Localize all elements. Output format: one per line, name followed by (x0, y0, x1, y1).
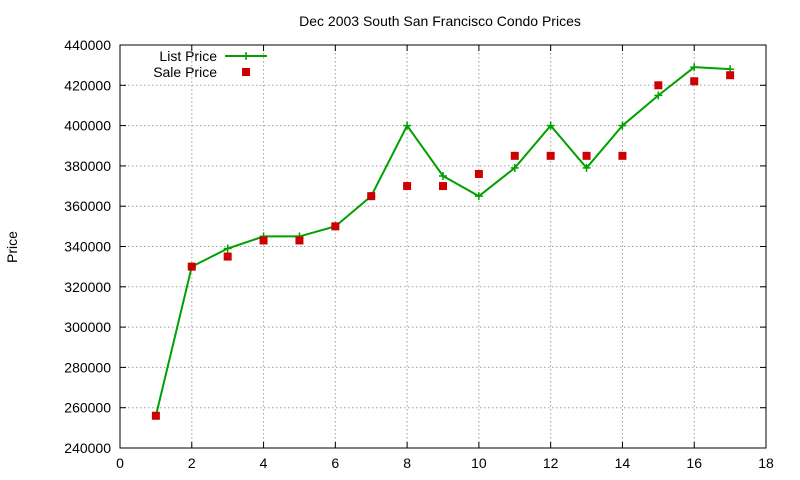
grid (120, 45, 766, 448)
sale-price-point (726, 71, 735, 80)
list-price-point (582, 163, 591, 172)
list-price-point (223, 244, 232, 253)
legend-marker (242, 68, 250, 76)
sale-price-point (654, 81, 663, 90)
y-tick-label: 420000 (64, 77, 111, 93)
y-tick-label: 240000 (64, 440, 111, 456)
sale-price-point (403, 182, 412, 191)
y-tick-label: 260000 (64, 400, 111, 416)
x-tick-label: 0 (116, 455, 124, 471)
sale-price-point (582, 151, 591, 160)
sale-price-point (510, 151, 519, 160)
list-price-point (654, 91, 663, 100)
sale-price-point (187, 262, 196, 271)
x-tick-label: 8 (403, 455, 411, 471)
x-tick-label: 16 (686, 455, 702, 471)
sale-price-point (618, 151, 627, 160)
list-price-line (154, 66, 731, 416)
list-price-point (510, 163, 519, 172)
legend-label: List Price (159, 48, 217, 64)
axis-ticks: 240000 260000 280000 300000 320000 340000 3600… (64, 37, 774, 471)
x-tick-label: 2 (188, 455, 196, 471)
y-tick-label: 300000 (64, 319, 111, 335)
y-tick-label: 380000 (64, 158, 111, 174)
x-tick-label: 6 (331, 455, 339, 471)
y-tick-label: 400000 (64, 118, 111, 134)
sale-price-point (367, 192, 376, 201)
sale-price-point (690, 77, 699, 86)
plot-frame (119, 44, 767, 449)
y-axis-label: Price (4, 231, 20, 263)
list-price-point (618, 121, 627, 130)
chart-title: Dec 2003 South San Francisco Condo Price… (299, 13, 581, 29)
y-tick-label: 440000 (64, 37, 111, 53)
sale-price-point (474, 169, 483, 178)
plot-area (151, 63, 735, 420)
y-tick-label: 360000 (64, 198, 111, 214)
y-tick-label: 280000 (64, 359, 111, 375)
sale-price-point (259, 236, 268, 245)
x-tick-label: 18 (758, 455, 774, 471)
list-price-point (474, 192, 483, 201)
list-price-point (546, 121, 555, 130)
list-price-point (690, 63, 699, 72)
x-tick-label: 4 (260, 455, 268, 471)
sale-price-point (223, 252, 232, 261)
list-price-point (403, 121, 412, 130)
sale-price-point (546, 151, 555, 160)
sale-price-point (151, 411, 160, 420)
x-tick-label: 14 (615, 455, 631, 471)
legend-label: Sale Price (153, 64, 217, 80)
y-tick-label: 340000 (64, 239, 111, 255)
sale-price-point (295, 236, 304, 245)
list-price-point (439, 171, 447, 180)
sale-price-point (439, 182, 447, 191)
x-tick-label: 10 (471, 455, 487, 471)
sale-price-point (331, 222, 340, 231)
y-tick-label: 320000 (64, 279, 111, 295)
x-tick-label: 12 (543, 455, 559, 471)
legend-marker (242, 52, 250, 60)
